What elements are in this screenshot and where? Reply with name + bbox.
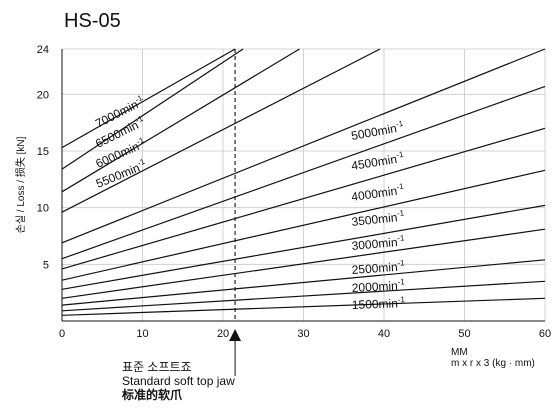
series-line bbox=[61, 127, 546, 270]
series-line bbox=[61, 259, 546, 306]
x-tick-label: 20 bbox=[217, 328, 229, 340]
series-line bbox=[61, 48, 546, 244]
x-axis-label: MM bbox=[451, 347, 468, 358]
annotation-line: 标准的软爪 bbox=[121, 387, 183, 402]
y-tick-label: 24 bbox=[37, 44, 49, 56]
series-label: 2000min-1 bbox=[351, 277, 405, 295]
series-label: 1500min-1 bbox=[352, 295, 406, 312]
x-tick-label: 10 bbox=[136, 328, 148, 340]
series-line bbox=[61, 48, 236, 149]
series-label: 3500min-1 bbox=[351, 208, 406, 229]
annotation-line: Standard soft top jaw bbox=[122, 374, 235, 388]
chart-title: HS-05 bbox=[64, 10, 121, 32]
y-tick-label: 10 bbox=[37, 203, 49, 215]
x-axis-sublabel: m x r x 3 (kg · mm) bbox=[451, 358, 535, 369]
y-axis-label: 손실 / Loss / 损失 [kN] bbox=[14, 136, 27, 233]
series-line bbox=[61, 48, 244, 170]
series-line bbox=[61, 48, 381, 213]
series-line bbox=[61, 297, 546, 316]
series-line bbox=[61, 204, 546, 290]
series-line bbox=[61, 169, 546, 281]
series-line bbox=[61, 280, 546, 312]
x-tick-label: 40 bbox=[378, 328, 390, 340]
series-line bbox=[61, 48, 300, 193]
annotation-line: 표준 소프트죠 bbox=[122, 360, 192, 374]
series-label: 2500min-1 bbox=[351, 258, 406, 277]
series-line bbox=[61, 228, 546, 299]
y-tick-label: 5 bbox=[43, 259, 49, 271]
jaw-arrow-head bbox=[229, 329, 242, 341]
series-line bbox=[61, 85, 546, 260]
series-label: 4000min-1 bbox=[350, 182, 405, 204]
series-label: 3000min-1 bbox=[351, 233, 406, 253]
y-tick-label: 20 bbox=[37, 89, 49, 101]
x-tick-label: 60 bbox=[539, 328, 551, 340]
x-tick-label: 50 bbox=[458, 328, 470, 340]
x-tick-label: 30 bbox=[297, 328, 309, 340]
x-tick-label: 0 bbox=[59, 328, 65, 340]
y-tick-label: 15 bbox=[37, 146, 49, 158]
